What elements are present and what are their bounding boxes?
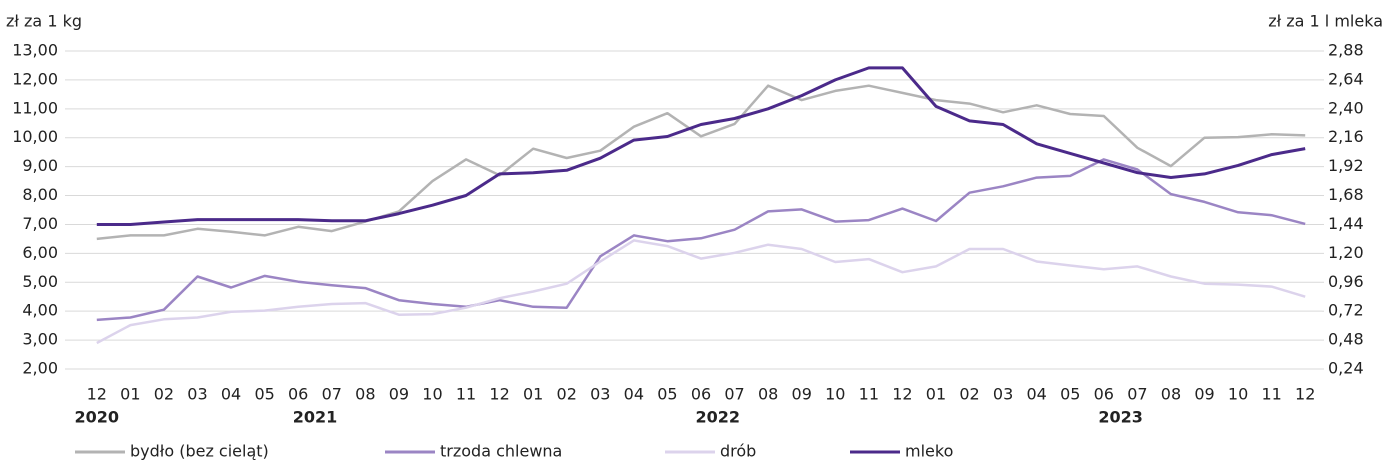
y-tick-label: 13,00	[12, 41, 58, 60]
y-tick-label: 2,00	[22, 359, 58, 378]
y-tick-label: 8,00	[22, 185, 58, 204]
x-tick-label: 08	[1161, 385, 1181, 404]
y2-tick-label: 0,48	[1328, 330, 1364, 349]
y-tick-label: 9,00	[22, 156, 58, 175]
y-tick-label: 11,00	[12, 98, 58, 117]
y2-tick-label: 0,96	[1328, 272, 1364, 291]
y-tick-label: 10,00	[12, 127, 58, 146]
x-tick-label: 11	[1261, 385, 1281, 404]
x-tick-label: 05	[1060, 385, 1080, 404]
x-tick-label: 05	[254, 385, 274, 404]
legend-label: trzoda chlewna	[440, 442, 562, 461]
x-tick-label: 10	[1228, 385, 1248, 404]
y-axis-label: zł za 1 kg	[6, 12, 82, 31]
x-tick-label: 10	[422, 385, 442, 404]
x-tick-label: 04	[624, 385, 644, 404]
year-label: 2020	[75, 408, 120, 427]
x-tick-label: 12	[87, 385, 107, 404]
x-tick-label: 07	[724, 385, 744, 404]
y2-tick-label: 2,64	[1328, 69, 1364, 88]
x-tick-label: 04	[1026, 385, 1046, 404]
y2-axis-label: zł za 1 l mleka	[1268, 12, 1383, 31]
data-line	[96, 66, 1306, 226]
x-tick-label: 04	[221, 385, 241, 404]
x-tick-label: 02	[154, 385, 174, 404]
legend-label: mleko	[905, 442, 953, 461]
data-line	[96, 158, 1306, 322]
x-tick-label: 01	[523, 385, 543, 404]
y2-tick-label: 0,72	[1328, 301, 1364, 320]
y2-tick-label: 1,92	[1328, 156, 1364, 175]
x-tick-label: 12	[489, 385, 509, 404]
x-tick-label: 12	[892, 385, 912, 404]
y-tick-label: 5,00	[22, 272, 58, 291]
y2-tick-label: 2,88	[1328, 41, 1364, 60]
x-tick-label: 10	[825, 385, 845, 404]
x-tick-label: 02	[959, 385, 979, 404]
x-tick-label: 12	[1295, 385, 1315, 404]
year-label: 2022	[696, 408, 741, 427]
x-tick-label: 06	[288, 385, 308, 404]
x-tick-label: 11	[456, 385, 476, 404]
x-tick-label: 02	[557, 385, 577, 404]
legend-label: bydło (bez cieląt)	[130, 442, 269, 461]
y2-tick-label: 0,24	[1328, 359, 1364, 378]
y2-tick-label: 2,40	[1328, 98, 1364, 117]
year-label: 2023	[1098, 408, 1143, 427]
data-line	[96, 84, 1306, 241]
x-tick-label: 06	[1094, 385, 1114, 404]
x-tick-label: 05	[657, 385, 677, 404]
x-tick-label: 03	[993, 385, 1013, 404]
y-tick-label: 3,00	[22, 330, 58, 349]
data-line	[96, 239, 1306, 345]
x-tick-label: 01	[926, 385, 946, 404]
y2-tick-label: 1,68	[1328, 185, 1364, 204]
y-tick-label: 6,00	[22, 243, 58, 262]
x-tick-label: 03	[590, 385, 610, 404]
y2-tick-label: 2,16	[1328, 127, 1364, 146]
x-tick-label: 07	[1127, 385, 1147, 404]
x-tick-label: 08	[355, 385, 375, 404]
x-tick-label: 06	[691, 385, 711, 404]
x-tick-label: 07	[322, 385, 342, 404]
y2-tick-label: 1,20	[1328, 243, 1364, 262]
year-label: 2021	[293, 408, 338, 427]
x-tick-label: 01	[120, 385, 140, 404]
x-tick-label: 11	[859, 385, 879, 404]
x-tick-label: 03	[187, 385, 207, 404]
y-tick-label: 12,00	[12, 69, 58, 88]
y-tick-label: 7,00	[22, 214, 58, 233]
y-tick-label: 4,00	[22, 301, 58, 320]
y2-tick-label: 1,44	[1328, 214, 1364, 233]
x-tick-label: 09	[792, 385, 812, 404]
x-tick-label: 09	[1194, 385, 1214, 404]
x-tick-label: 08	[758, 385, 778, 404]
x-tick-label: 09	[389, 385, 409, 404]
legend-label: drób	[720, 442, 756, 461]
